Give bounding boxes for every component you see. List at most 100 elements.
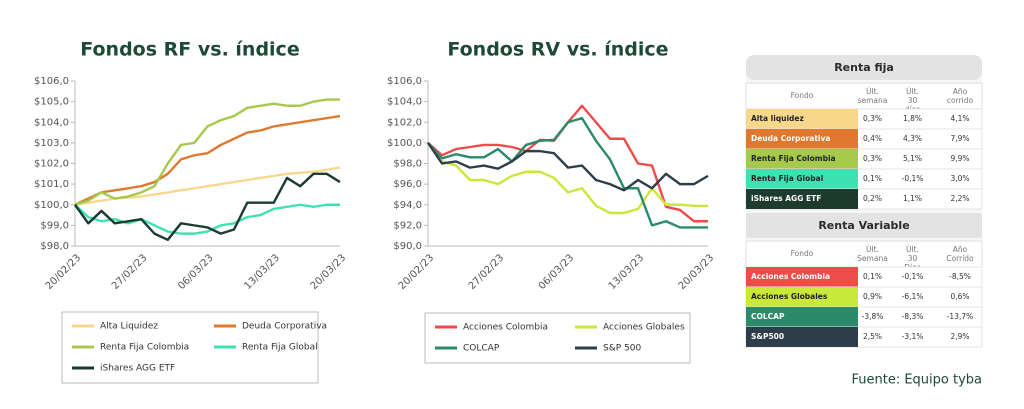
fund-color xyxy=(746,189,858,209)
header-line: Año xyxy=(953,245,968,254)
y-tick-label: $104,0 xyxy=(34,117,69,128)
header-line: 30 xyxy=(908,254,918,263)
x-tick-label: 13/03/23 xyxy=(242,252,282,292)
cell: -13,7% xyxy=(947,312,974,321)
x-tick-label: 20/03/23 xyxy=(309,252,349,292)
legend-label: COLCAP xyxy=(463,344,500,354)
y-tick-label: $100,0 xyxy=(34,200,69,211)
cell: -8,5% xyxy=(949,272,971,281)
cell: -0,1% xyxy=(902,272,924,281)
cell: 4,3% xyxy=(903,134,922,143)
legend-box xyxy=(61,311,319,384)
fund-color xyxy=(746,287,858,307)
column-header: Año Corrido xyxy=(946,245,974,263)
header-line: Últ. xyxy=(866,87,879,96)
y-tick-label: $101,0 xyxy=(34,179,69,190)
line xyxy=(427,142,708,215)
header-line: 30 xyxy=(908,96,918,105)
cell: 0,6% xyxy=(950,292,969,301)
fund-name: Acciones Colombia xyxy=(751,272,830,281)
cell: -6,1% xyxy=(902,292,924,301)
cell: 1,8% xyxy=(903,114,922,123)
legend-label: Acciones Colombia xyxy=(463,323,548,333)
legend-label: Deuda Corporativa xyxy=(242,322,327,332)
cell: 1,1% xyxy=(903,194,922,203)
fund-color xyxy=(746,149,858,169)
x-tick-label: 06/03/23 xyxy=(537,252,577,292)
fund-name: Acciones Globales xyxy=(751,292,828,301)
y-tick-label: $92,0 xyxy=(393,220,422,231)
y-tick-label: $90,0 xyxy=(393,241,422,252)
fund-color xyxy=(746,109,858,129)
fund-name: iShares AGG ETF xyxy=(751,194,821,203)
legend-label: S&P 500 xyxy=(603,344,641,354)
table-title: Renta fija xyxy=(834,61,894,74)
y-tick-label: $98,0 xyxy=(40,241,69,252)
line xyxy=(427,116,708,229)
y-tick-label: $106,0 xyxy=(387,76,422,87)
fund-color xyxy=(746,307,858,327)
cell: -3,8% xyxy=(862,312,884,321)
y-tick-label: $102,0 xyxy=(387,117,422,128)
cell: -3,1% xyxy=(902,332,924,341)
x-tick-label: 13/03/23 xyxy=(607,252,647,292)
cell: 0,1% xyxy=(863,174,882,183)
x-tick-label: 27/02/23 xyxy=(110,252,150,292)
legend-label: iShares AGG ETF xyxy=(100,364,175,374)
fund-color xyxy=(746,327,858,347)
legend-label: Alta Liquidez xyxy=(100,322,158,332)
x-tick-label: 20/02/23 xyxy=(44,252,84,292)
header-line: Semana xyxy=(857,254,888,263)
x-tick-label: 20/03/23 xyxy=(677,252,717,292)
line xyxy=(74,172,341,242)
x-tick-label: 20/02/23 xyxy=(397,252,437,292)
y-tick-label: $96,0 xyxy=(393,179,422,190)
chart-title: Fondos RF vs. índice xyxy=(80,39,299,61)
y-tick-label: $104,0 xyxy=(387,97,422,108)
line xyxy=(74,203,340,235)
y-tick-label: $103,0 xyxy=(34,138,69,149)
column-header: Últ. semana xyxy=(858,87,888,105)
y-tick-label: $99,0 xyxy=(40,220,69,231)
header-bg xyxy=(745,82,983,110)
header-line: semana xyxy=(858,96,888,105)
x-tick-label: 06/03/23 xyxy=(176,252,216,292)
cell: 0,2% xyxy=(863,194,882,203)
cell: 7,9% xyxy=(950,134,969,143)
line xyxy=(74,114,341,206)
table-title-bg xyxy=(746,55,982,80)
fund-name: COLCAP xyxy=(751,312,785,321)
chart-title: Fondos RV vs. índice xyxy=(447,39,668,61)
column-header: Últ. Semana xyxy=(857,245,888,263)
cell: 0,4% xyxy=(863,134,882,143)
y-tick-label: $100,0 xyxy=(387,138,422,149)
cell: 0,3% xyxy=(863,154,882,163)
y-tick-label: $98,0 xyxy=(393,159,422,170)
column-header: Fondo xyxy=(791,249,814,258)
cell: 4,1% xyxy=(950,114,969,123)
cell: -0,1% xyxy=(902,174,924,183)
y-tick-label: $105,0 xyxy=(34,97,69,108)
fund-name: Deuda Corporativa xyxy=(751,134,830,143)
cell: 5,1% xyxy=(903,154,922,163)
cell: 3,0% xyxy=(950,174,969,183)
column-header: Año corrido xyxy=(947,87,974,105)
cell: 2,9% xyxy=(950,332,969,341)
header-line: Últ. xyxy=(866,245,879,254)
legend-label: Acciones Globales xyxy=(603,323,685,333)
fund-name: Renta Fija Global xyxy=(751,174,823,183)
cell: 2,5% xyxy=(863,332,882,341)
fund-name: S&P500 xyxy=(751,332,784,341)
y-tick-label: $102,0 xyxy=(34,159,69,170)
source: Fuente: Equipo tyba xyxy=(851,373,982,388)
fund-color xyxy=(746,129,858,149)
header-line: corrido xyxy=(947,96,974,105)
column-header: Fondo xyxy=(791,91,814,100)
cell: 9,9% xyxy=(950,154,969,163)
y-tick-label: $106,0 xyxy=(34,76,69,87)
legend-label: Renta Fija Global xyxy=(242,343,318,353)
line xyxy=(74,98,340,206)
table-title: Renta Variable xyxy=(818,219,909,232)
fund-name: Alta liquidez xyxy=(751,114,804,123)
